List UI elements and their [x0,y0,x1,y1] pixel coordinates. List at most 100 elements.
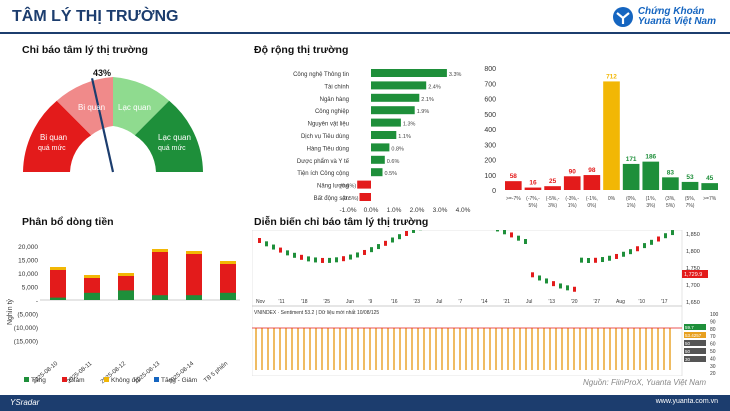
sector-value-label: 3.3% [449,72,462,78]
flow-bar-unchanged [152,249,168,252]
gauge-chart: 43% Bi quan Lạc quan Bi quan quá mức Lạc… [23,68,203,173]
dist-bar [544,186,561,190]
price-candle [391,237,394,243]
date-label: '27 [594,299,601,305]
dist-bar [642,161,660,190]
flow-y-tick: 15,000 [18,258,38,265]
flow-bar-increase [84,292,100,300]
dist-y-tick: 800 [484,66,496,73]
price-tick: 1,650 [686,300,700,306]
source-note: Nguồn: FiinProX, Yuanta Việt Nam [582,378,706,387]
dist-x-tick: (1%, [646,196,656,202]
dist-x-tick: 3%) [548,203,557,209]
flow-legend-label: Giảm [69,377,85,384]
price-candle [349,254,352,260]
date-label: '23 [414,299,421,305]
sector-bar [359,193,371,201]
dist-value-label: 171 [626,156,637,163]
sector-value-label: 1.9% [417,109,430,115]
indicator-tick: 30 [710,364,716,370]
dist-value-label: 45 [706,175,714,182]
date-label: Jul [436,299,442,305]
sector-value-label: 1.1% [398,134,411,140]
footer-url: www.yuanta.com.vn [655,398,718,405]
price-tick: 1,700 [686,283,700,289]
flow-bar-increase [50,297,66,300]
indicator-tick: 80 [710,327,716,333]
flow-y-tick: 10,000 [18,271,38,278]
dist-bar [563,176,581,190]
flow-y-label: Nghìn tỷ [7,298,14,325]
flow-bar-increase [152,295,168,300]
sector-bar [371,118,401,127]
indicator-tick: 90 [710,319,716,325]
gauge-seg1-label: Bi quan [40,133,67,142]
flow-bar-decrease [186,254,202,300]
gauge-title: Chỉ báo tâm lý thị trường [22,44,148,56]
price-tick: 1,800 [686,249,700,255]
sector-bar [371,131,397,139]
price-candle [335,257,338,263]
flow-legend-label: Tăng [31,377,46,384]
sector-value-label: 1.3% [403,122,416,128]
sector-value-label: 2.4% [428,84,441,90]
sector-label: Dịch vụ Tiêu dùng [301,134,349,140]
dist-value-label: 98 [588,167,596,174]
flow-y-tick: - [36,298,38,305]
page-title: TÂM LÝ THỊ TRƯỜNG [12,8,179,25]
footer-bar: YSradar www.yuanta.com.vn [0,395,730,411]
date-label: Jul [526,299,532,305]
sector-value-label: (0.5%) [342,196,358,202]
dist-bar [662,177,679,190]
gauge-needle [90,78,115,173]
sector-bar [371,155,385,164]
price-candle [363,249,366,255]
date-label: Aug [616,299,625,305]
price-candle [580,257,583,263]
price-candle [587,257,590,263]
dist-bar [583,175,601,190]
price-candle [293,252,296,258]
sector-label: Công nghệ Thông tin [293,72,349,78]
date-label: '7 [459,299,463,305]
price-candle [258,238,261,243]
sector-x-tick: -1.0% [340,207,357,214]
price-candle [377,244,380,250]
gauge-seg1b-label: quá mức [38,145,66,152]
price-candle [601,257,604,263]
price-candle [328,257,331,263]
sector-x-tick: 3.0% [433,207,448,214]
dist-bar [505,181,522,190]
sector-label: Nguyên vật liệu [308,122,349,128]
price-candle [279,247,282,253]
sector-label: Bất động sản [314,196,349,202]
dist-x-tick: >=7% [703,196,717,202]
flow-bar-decrease [152,252,168,300]
date-label: '11 [279,299,285,305]
price-candle [384,240,387,246]
dist-value-label: 25 [549,178,557,185]
dist-value-label: 83 [667,169,675,176]
price-tag [682,270,708,278]
price-candle [405,230,408,236]
price-candle [307,256,310,262]
dist-x-tick: 1%) [627,203,636,209]
sentiment-chart: 1,850 1,800 1,750 1,700 1,650 1,729.9 Nov '11 '1… [252,230,719,376]
sector-label: Tiện ích Công cộng [297,171,349,177]
dist-y-tick: 400 [484,127,496,134]
sector-x-tick: 2.0% [410,207,425,214]
indicator-tag [684,324,706,330]
gauge-value-label: 43% [93,68,111,78]
dist-y-tick: 600 [484,97,496,104]
dist-x-tick: (-5%,- [546,196,560,202]
flow-y-tick: (5,000) [17,312,38,319]
price-candle [342,256,345,262]
sector-x-tick: 0.0% [364,207,379,214]
dist-bar [524,187,542,190]
sector-label: Ngân hàng [320,97,349,103]
dist-x-tick: (-1%, [586,196,598,202]
dist-bar [701,183,718,190]
dist-bar [681,181,699,190]
sector-value-label: 2.1% [421,97,434,103]
flow-y-tick: (10,000) [14,325,38,332]
